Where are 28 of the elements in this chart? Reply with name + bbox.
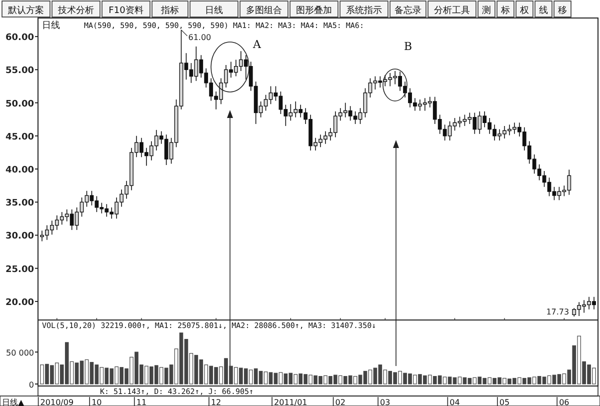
y-tick-label: 35.00 [6,198,34,209]
annotation: B [404,40,412,53]
annotation: A [252,38,262,51]
y-tick-label: 20.00 [6,298,34,308]
toolbar: 默认方案 技术分析 F10资料 指标 日线 多图组合 图形叠加 系统指示 备忘录 分析工具 测 标 权 线 移 [2,0,572,18]
chart-title: 日线 [42,20,60,31]
y-tick-label: 55.00 [6,66,34,76]
y-tick-label: 50.00 [6,99,34,110]
annotation: 17.73 [546,307,570,316]
x-tick-label: 04 [450,398,460,406]
y-tick-label: 30.00 [6,232,34,242]
x-tick-label: 11 [136,398,147,406]
y-tick-label: 45.00 [6,132,34,142]
x-tick-label: 2010/09 [40,398,74,406]
annotation: 61.00 [188,32,212,42]
y-tick-label: 40.00 [6,166,34,176]
y-tick-label: 60.00 [6,33,34,44]
x-tick-label: 12 [210,398,222,406]
text: 日线▲ [2,398,25,406]
x-tick-label: 10 [92,398,102,406]
x-tick-label: 03 [380,398,390,406]
y-tick-label: 25.00 [6,264,34,275]
x-tick-label: 02 [335,398,346,406]
x-tick-label: 2011/01 [274,398,308,406]
x-tick-label: 06 [559,398,570,406]
x-tick-label: 05 [499,398,510,406]
y-tick-label: 50 000 [6,348,34,358]
y-tick-label: 0 [28,380,34,390]
